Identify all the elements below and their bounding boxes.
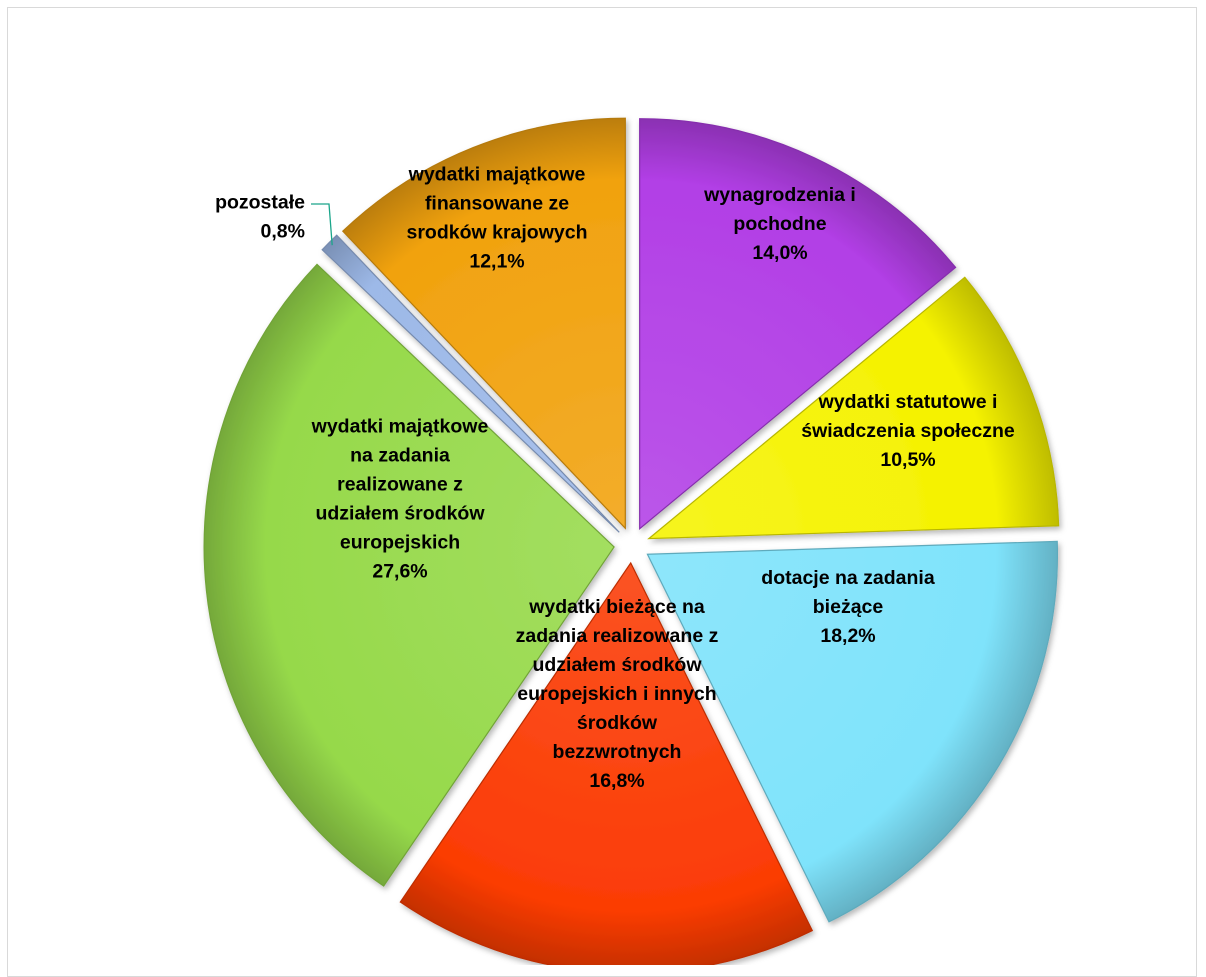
slice-label-line: wydatki statutowe i	[818, 391, 998, 413]
slice-label-5: wydatki majątkowe na zadania realizowane z…	[311, 416, 489, 583]
slice-label-line: udziałem środków	[532, 654, 702, 676]
pie-slice-5	[203, 263, 615, 887]
slice-label-line: 18,2%	[820, 625, 875, 647]
slice-label-line: świadczenia społeczne	[801, 420, 1015, 442]
slice-label-line: wydatki majątkowe	[311, 416, 489, 438]
slice-label-4: wydatki bieżące na zadania realizowane z u…	[516, 596, 719, 792]
leader-line	[311, 203, 333, 246]
slice-label-line: europejskich	[340, 532, 460, 554]
slice-label-line: pozostałe	[215, 192, 305, 214]
pie-slice-2	[647, 276, 1060, 540]
slice-label-line: 12,1%	[469, 251, 524, 273]
slice-label-line: 16,8%	[589, 770, 644, 792]
slice-label-2: wydatki statutowe i świadczenia społeczne…	[801, 391, 1015, 471]
slice-label-line: bezzwrotnych	[553, 741, 682, 763]
pie-labels: wynagrodzenia i pochodne 14,0% wydatki stat…	[215, 164, 1015, 793]
pie-slices	[203, 117, 1060, 965]
slice-label-line: środków	[577, 712, 658, 734]
slice-label-line: bieżące	[813, 596, 884, 618]
slice-label-line: realizowane z	[337, 474, 463, 496]
slice-label-line: finansowane ze	[425, 193, 569, 215]
pie-slice-6	[321, 234, 620, 533]
slice-label-6: pozostałe 0,8%	[215, 192, 305, 243]
slice-label-line: wydatki bieżące na	[528, 596, 705, 618]
pie-slice-3	[646, 540, 1059, 923]
slice-label-3: dotacje na zadania bieżące 18,2%	[761, 567, 935, 647]
slice-label-line: 10,5%	[880, 449, 935, 471]
slice-label-line: srodków krajowych	[407, 222, 588, 244]
slice-label-line: 27,6%	[372, 561, 427, 583]
slice-label-line: wynagrodzenia i	[703, 184, 856, 206]
slice-label-line: wydatki majątkowe	[408, 164, 586, 186]
slice-label-line: na zadania	[350, 445, 450, 467]
pie-slice-4	[399, 561, 814, 965]
slice-label-line: pochodne	[733, 213, 826, 235]
slice-label-line: europejskich i innych	[517, 683, 716, 705]
slice-label-line: 14,0%	[752, 242, 807, 264]
pie-slice-1	[639, 118, 957, 530]
slice-label-line: zadania realizowane z	[516, 625, 719, 647]
slice-label-1: wynagrodzenia i pochodne 14,0%	[703, 184, 856, 264]
pie-slice-7	[341, 117, 626, 530]
slice-label-line: dotacje na zadania	[761, 567, 935, 589]
slice-label-line: 0,8%	[261, 221, 305, 243]
slice-label-7: wydatki majątkowe finansowane ze srodków k…	[407, 164, 588, 273]
slice-label-line: udziałem środków	[315, 503, 485, 525]
